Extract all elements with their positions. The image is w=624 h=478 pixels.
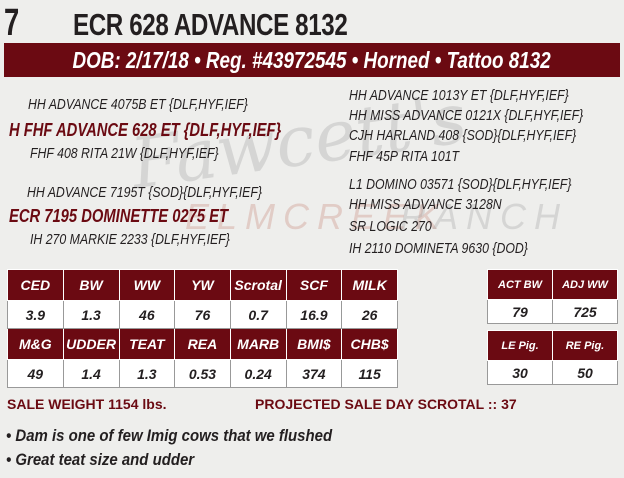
epd-header: Scrotal (229, 269, 287, 301)
weights-value: 79 (487, 299, 553, 324)
sale-weight: SALE WEIGHT 1154 lbs. (7, 396, 167, 412)
epd-value: 0.53 (174, 359, 231, 388)
pedigree-right: HH MISS ADVANCE 0121X {DLF,HYF,IEF} (349, 107, 584, 124)
epd-header: UDDER (62, 328, 120, 360)
pedigree-right: L1 DOMINO 03571 {SOD}{DLF,HYF,IEF} (349, 176, 572, 193)
epd-value: 115 (341, 359, 398, 388)
epd-value: 49 (7, 359, 64, 388)
epd-header: CED (7, 269, 64, 301)
pedigree-right: IH 2110 DOMINETA 9630 {DOD} (349, 240, 528, 257)
epd-value: 16.9 (285, 300, 343, 329)
epd-header: BMI$ (285, 328, 343, 360)
pedigree-right: SR LOGIC 270 (349, 218, 432, 235)
epd-header: WW (118, 269, 176, 301)
epd-value: 0.24 (229, 359, 287, 388)
pigment-value: 30 (487, 360, 553, 385)
projected-scrotal: PROJECTED SALE DAY SCROTAL :: 37 (255, 396, 517, 412)
pedigree-dam-dam: IH 270 MARKIE 2233 {DLF,HYF,IEF} (30, 231, 230, 248)
pedigree-right: HH ADVANCE 1013Y ET {DLF,HYF,IEF} (349, 87, 569, 104)
epd-value: 374 (285, 359, 343, 388)
watermark-ranch: RANCH (400, 196, 569, 237)
weights-header: ACT BW (487, 269, 553, 300)
banner-text: DOB: 2/17/18 • Reg. #43972545 • Horned •… (72, 46, 552, 73)
epd-header: BW (62, 269, 120, 301)
weights-header: ADJ WW (552, 269, 618, 300)
weights-table: ACT BW ADJ WW 79 725 (487, 269, 618, 324)
weights-value: 725 (552, 299, 618, 324)
epd-header: YW (174, 269, 231, 301)
pedigree-right: HH MISS ADVANCE 3128N (349, 196, 502, 213)
epd-header: CHB$ (341, 328, 398, 360)
epd-header: MILK (341, 269, 398, 301)
epd-header: MARB (229, 328, 287, 360)
epd-table: CED BW WW YW Scrotal SCF MILK 3.9 1.3 46… (7, 269, 398, 388)
pedigree-dam: ECR 7195 DOMINETTE 0275 ET (9, 206, 229, 226)
epd-header: TEAT (118, 328, 176, 360)
pedigree-sire-sire: HH ADVANCE 4075B ET {DLF,HYF,IEF} (28, 96, 248, 113)
pigment-value: 50 (552, 360, 618, 385)
pigment-table: LE Pig. RE Pig. 30 50 (487, 330, 618, 385)
epd-value: 76 (174, 300, 231, 329)
pedigree-right: CJH HARLAND 408 {SOD}{DLF,HYF,IEF} (349, 127, 577, 144)
epd-value: 1.3 (118, 359, 176, 388)
epd-value: 1.4 (62, 359, 120, 388)
epd-value: 0.7 (229, 300, 287, 329)
epd-header: SCF (285, 269, 343, 301)
watermark-elmcreek: ELMCREEK (185, 196, 448, 237)
pigment-header: LE Pig. (487, 330, 553, 361)
pigment-header: RE Pig. (552, 330, 618, 361)
pedigree-dam-sire: HH ADVANCE 7195T {SOD}{DLF,HYF,IEF} (27, 184, 262, 201)
epd-value: 46 (118, 300, 176, 329)
pedigree-right: FHF 45P RITA 101T (349, 148, 460, 165)
lot-number: 7 (4, 2, 19, 44)
animal-name: ECR 628 ADVANCE 8132 (73, 7, 348, 42)
bullet-note: • Great teat size and udder (6, 450, 195, 469)
info-banner: DOB: 2/17/18 • Reg. #43972545 • Horned •… (4, 43, 620, 77)
epd-header: REA (174, 328, 231, 360)
pedigree-sire: H FHF ADVANCE 628 ET {DLF,HYF,IEF} (9, 120, 282, 140)
epd-value: 3.9 (7, 300, 64, 329)
pedigree-sire-dam: FHF 408 RITA 21W {DLF,HYF,IEF} (30, 145, 219, 162)
bullet-note: • Dam is one of few Imig cows that we fl… (6, 426, 333, 445)
epd-value: 26 (341, 300, 398, 329)
epd-value: 1.3 (62, 300, 120, 329)
epd-header: M&G (7, 328, 64, 360)
